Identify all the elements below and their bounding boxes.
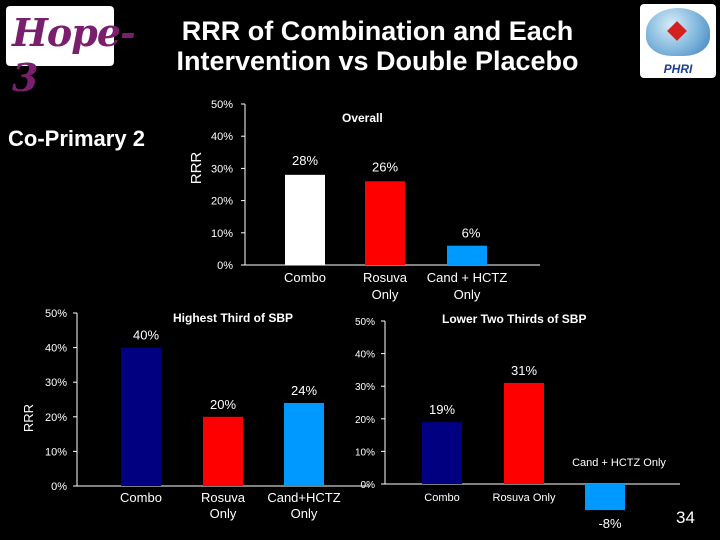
category-label: Cand + HCTZ bbox=[427, 270, 508, 285]
y-tick-label: 10% bbox=[211, 228, 233, 240]
category-label: Only bbox=[372, 287, 399, 302]
y-tick-label: 20% bbox=[211, 196, 233, 208]
page-number: 34 bbox=[676, 508, 695, 527]
y-tick-label: 10% bbox=[45, 446, 67, 458]
bar bbox=[422, 422, 462, 484]
hope3-logo-text: Hope-3 bbox=[12, 10, 136, 100]
y-axis-label: RRR bbox=[188, 152, 205, 185]
bar bbox=[284, 402, 324, 486]
y-axis-label: RRR bbox=[21, 404, 36, 432]
y-tick-label: 0% bbox=[51, 481, 67, 493]
y-tick-label: 30% bbox=[211, 163, 233, 175]
value-label: -8% bbox=[598, 516, 622, 531]
category-label: Cand+HCTZ bbox=[267, 490, 340, 505]
category-label: Rosuva Only bbox=[493, 492, 556, 504]
bar bbox=[585, 484, 625, 511]
value-label: 28% bbox=[292, 153, 318, 168]
y-tick-label: 30% bbox=[45, 377, 67, 389]
chart-highest-third-sbp: 0% 10% 20% 30% 40% 50% Highest Third of SBP RRR… bbox=[21, 308, 370, 521]
value-label: 26% bbox=[372, 159, 398, 174]
bar bbox=[504, 382, 544, 484]
y-tick-label: 50% bbox=[355, 317, 375, 328]
category-label: Rosuva bbox=[201, 490, 246, 505]
category-label: Cand + HCTZ Only bbox=[572, 457, 666, 469]
value-label: 40% bbox=[133, 328, 159, 343]
hope3-logo: Hope-3 bbox=[6, 6, 136, 100]
phri-logo-text: PHRI bbox=[663, 62, 693, 76]
bar bbox=[121, 347, 161, 486]
slide-title-line2: Intervention vs Double Placebo bbox=[176, 46, 579, 76]
phri-logo: PHRI bbox=[640, 4, 716, 78]
y-tick-label: 40% bbox=[45, 343, 67, 355]
value-label: 24% bbox=[291, 383, 317, 398]
category-label: Rosuva bbox=[363, 270, 408, 285]
y-tick-label: 40% bbox=[355, 350, 375, 361]
y-tick-label: 0% bbox=[361, 480, 376, 491]
value-label: 6% bbox=[462, 226, 481, 241]
category-label: Only bbox=[210, 506, 237, 521]
y-tick-label: 50% bbox=[211, 99, 233, 111]
chart-title: Lower Two Thirds of SBP bbox=[442, 312, 586, 326]
category-label: Combo bbox=[424, 492, 459, 504]
y-tick-label: 20% bbox=[355, 415, 375, 426]
y-tick-label: 30% bbox=[355, 382, 375, 393]
category-label: Only bbox=[291, 506, 318, 521]
category-label: Only bbox=[454, 287, 481, 302]
y-tick-label: 0% bbox=[217, 260, 233, 272]
category-label: Combo bbox=[284, 270, 326, 285]
bar bbox=[203, 416, 243, 486]
value-label: 31% bbox=[511, 363, 537, 378]
chart-title: Overall bbox=[342, 111, 383, 125]
value-label: 20% bbox=[210, 397, 236, 412]
category-label: Combo bbox=[120, 490, 162, 505]
y-tick-label: 20% bbox=[45, 412, 67, 424]
slide-title: RRR of Combination and Each Intervention… bbox=[120, 16, 635, 76]
y-tick-label: 40% bbox=[211, 131, 233, 143]
y-tick-label: 10% bbox=[355, 447, 375, 458]
chart-lower-two-thirds-sbp: 0% 10% 20% 30% 40% 50% Lower Two Thirds of SBP… bbox=[355, 312, 680, 531]
bar bbox=[285, 174, 325, 265]
value-label: 19% bbox=[429, 402, 455, 417]
slide-title-line1: RRR of Combination and Each bbox=[181, 16, 574, 46]
chart-title: Highest Third of SBP bbox=[173, 311, 293, 325]
chart-overall: 0% 10% 20% 30% 40% 50% Overall RRR 28% Combo 26% Ro… bbox=[188, 99, 540, 302]
y-tick-label: 50% bbox=[45, 308, 67, 320]
bar bbox=[447, 245, 487, 265]
co-primary-label: Co-Primary 2 bbox=[8, 126, 145, 151]
bar bbox=[365, 181, 405, 265]
